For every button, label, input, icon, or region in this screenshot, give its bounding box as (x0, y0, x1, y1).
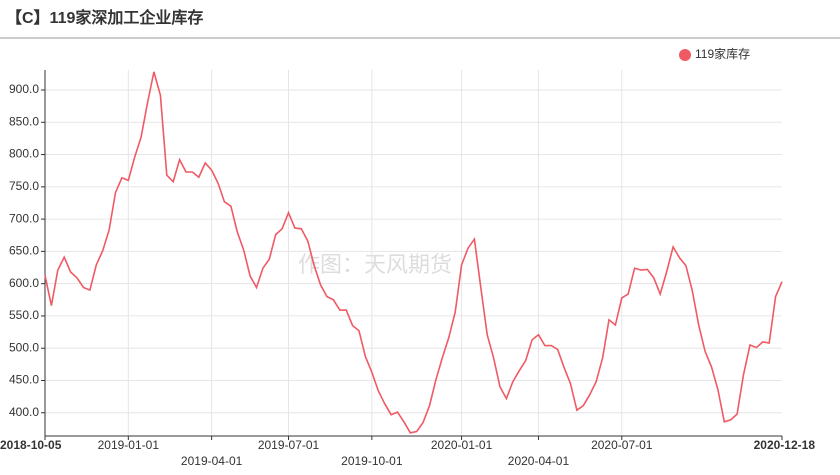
y-tick-label: 750.0 (9, 179, 39, 193)
y-tick-label: 700.0 (9, 211, 39, 225)
watermark: 作图：天风期货 (298, 252, 452, 277)
x-tick-label: 2020-12-18 (754, 438, 816, 452)
y-tick-label: 500.0 (9, 340, 39, 354)
chart-title: 【C】119家深加工企业库存 (6, 8, 203, 27)
legend-marker (679, 49, 691, 61)
legend-label: 119家库存 (695, 46, 750, 61)
x-tick-label: 2019-07-01 (258, 438, 320, 452)
y-tick-label: 550.0 (9, 308, 39, 322)
y-tick-label: 450.0 (9, 373, 39, 387)
x-tick-label: 2020-04-01 (508, 454, 570, 468)
y-tick-label: 650.0 (9, 244, 39, 258)
y-tick-label: 850.0 (9, 114, 39, 128)
y-tick-label: 800.0 (9, 147, 39, 161)
x-tick-label: 2019-10-01 (341, 454, 403, 468)
x-tick-label: 2018-10-05 (0, 438, 62, 452)
x-tick-label: 2019-01-01 (98, 438, 160, 452)
x-tick-label: 2019-04-01 (181, 454, 243, 468)
x-tick-label: 2020-01-01 (431, 438, 493, 452)
y-tick-label: 400.0 (9, 405, 39, 419)
y-tick-label: 900.0 (9, 82, 39, 96)
data-line (44, 71, 783, 434)
y-tick-label: 600.0 (9, 276, 39, 290)
x-tick-label: 2020-07-01 (591, 438, 653, 452)
